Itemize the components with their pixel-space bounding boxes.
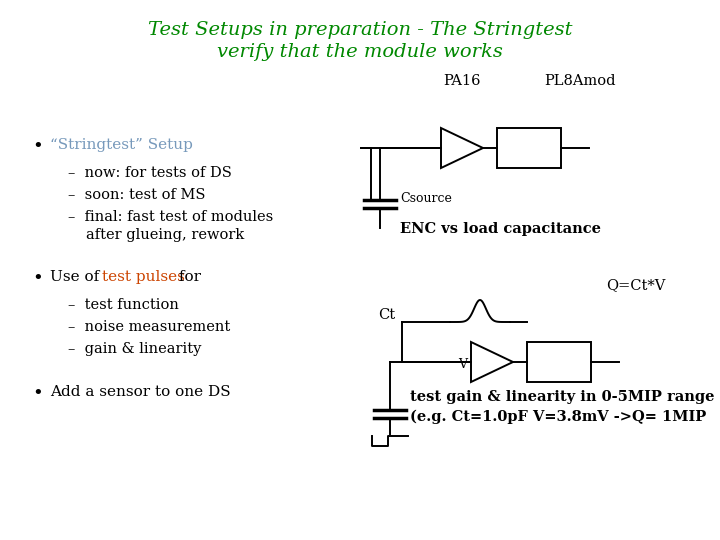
Text: –  final: fast test of modules: – final: fast test of modules (68, 210, 274, 224)
Text: –  test function: – test function (68, 298, 179, 312)
Text: PL8Amod: PL8Amod (544, 74, 616, 88)
Text: ENC vs load capacitance: ENC vs load capacitance (400, 222, 601, 236)
Text: for: for (174, 270, 201, 284)
Text: V: V (458, 357, 467, 370)
Text: verify that the module works: verify that the module works (217, 43, 503, 61)
Text: (e.g. Ct=1.0pF V=3.8mV ->Q= 1MIP: (e.g. Ct=1.0pF V=3.8mV ->Q= 1MIP (410, 410, 706, 424)
Text: “Stringtest” Setup: “Stringtest” Setup (50, 138, 193, 152)
Text: test gain & linearity in 0-5MIP range: test gain & linearity in 0-5MIP range (410, 390, 714, 404)
Text: •: • (32, 385, 42, 403)
Text: Use of: Use of (50, 270, 104, 284)
Text: •: • (32, 138, 42, 156)
Text: •: • (32, 270, 42, 288)
Text: test pulses: test pulses (102, 270, 185, 284)
Text: Ct: Ct (378, 308, 395, 322)
Text: –  noise measurement: – noise measurement (68, 320, 230, 334)
Text: Test Setups in preparation - The Stringtest: Test Setups in preparation - The Stringt… (148, 21, 572, 39)
Text: Q=Ct*V: Q=Ct*V (606, 278, 666, 292)
Bar (497, 128, 561, 168)
Text: Csource: Csource (400, 192, 452, 205)
Text: after glueing, rework: after glueing, rework (86, 228, 244, 242)
Bar (527, 342, 591, 382)
Text: Add a sensor to one DS: Add a sensor to one DS (50, 385, 230, 399)
Text: –  soon: test of MS: – soon: test of MS (68, 188, 205, 202)
Text: PA16: PA16 (444, 74, 481, 88)
Text: –  gain & linearity: – gain & linearity (68, 342, 202, 356)
Text: –  now: for tests of DS: – now: for tests of DS (68, 166, 232, 180)
